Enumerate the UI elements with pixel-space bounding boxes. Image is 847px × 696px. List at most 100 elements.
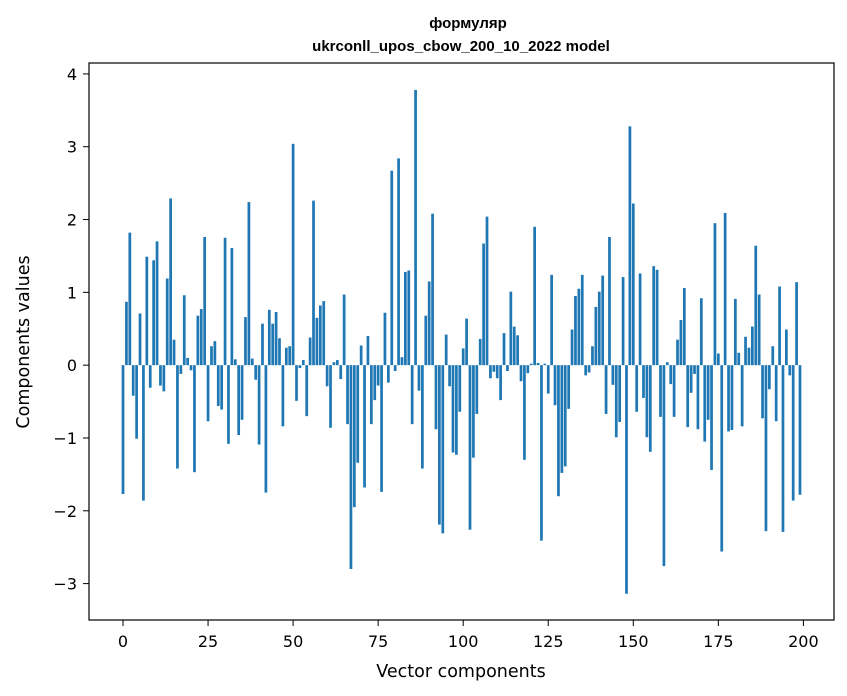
bar-183 bbox=[744, 336, 747, 366]
chart-title-line2: ukrconll_upos_cbow_200_10_2022 model bbox=[312, 38, 610, 55]
bar-191 bbox=[771, 346, 775, 366]
bar-190 bbox=[768, 365, 771, 390]
bar-171 bbox=[703, 365, 707, 442]
bar-115 bbox=[512, 326, 516, 366]
bar-15 bbox=[172, 339, 176, 366]
bar-129 bbox=[560, 365, 564, 473]
bar-33 bbox=[233, 359, 237, 366]
bar-69 bbox=[356, 365, 360, 463]
bar-31 bbox=[227, 365, 230, 444]
bar-156 bbox=[652, 266, 656, 366]
bar-108 bbox=[489, 365, 492, 379]
bar-11 bbox=[159, 365, 162, 386]
bar-98 bbox=[455, 365, 458, 455]
x-tick-label-1: 25 bbox=[198, 632, 218, 651]
chart-title-line1: формуляр bbox=[429, 15, 507, 32]
bar-44 bbox=[271, 323, 275, 366]
bar-97 bbox=[451, 365, 455, 453]
bar-70 bbox=[359, 345, 363, 366]
bar-113 bbox=[506, 365, 509, 371]
bar-174 bbox=[713, 223, 717, 366]
bar-117 bbox=[519, 365, 523, 382]
bar-111 bbox=[499, 365, 502, 401]
bar-72 bbox=[366, 336, 370, 366]
bar-52 bbox=[298, 365, 302, 369]
bar-164 bbox=[679, 320, 683, 366]
bar-28 bbox=[216, 365, 220, 406]
bar-172 bbox=[706, 365, 710, 420]
bar-71 bbox=[363, 365, 366, 488]
bar-198 bbox=[795, 282, 798, 366]
bar-30 bbox=[223, 237, 227, 366]
bar-90 bbox=[427, 281, 431, 366]
bar-196 bbox=[788, 365, 792, 376]
bar-0 bbox=[121, 365, 125, 495]
bar-195 bbox=[785, 329, 788, 366]
bar-152 bbox=[638, 273, 642, 366]
bar-37 bbox=[247, 202, 251, 366]
x-axis-ticks: 0 25 50 75 100 125 150 175 200 bbox=[118, 620, 819, 651]
bar-134 bbox=[577, 288, 581, 366]
bar-86 bbox=[414, 89, 417, 366]
bar-10 bbox=[155, 241, 159, 366]
bar-175 bbox=[716, 353, 720, 366]
bar-120 bbox=[529, 363, 533, 366]
bar-27 bbox=[213, 341, 217, 366]
bar-54 bbox=[305, 365, 309, 417]
bar-100 bbox=[461, 348, 465, 366]
bar-66 bbox=[346, 365, 349, 425]
bars-group bbox=[121, 89, 802, 594]
bar-76 bbox=[380, 365, 383, 492]
bar-168 bbox=[693, 365, 696, 374]
bar-125 bbox=[546, 365, 550, 394]
bar-142 bbox=[604, 365, 608, 414]
bar-138 bbox=[591, 346, 594, 366]
bar-42 bbox=[264, 365, 268, 493]
bar-126 bbox=[550, 274, 554, 366]
x-tick-label-2: 50 bbox=[283, 632, 303, 651]
bar-47 bbox=[281, 365, 285, 427]
bar-99 bbox=[458, 365, 462, 412]
bar-87 bbox=[417, 365, 421, 391]
bar-39 bbox=[254, 365, 258, 380]
bar-83 bbox=[404, 271, 407, 366]
bar-181 bbox=[737, 352, 741, 366]
y-tick-label-5: 2 bbox=[67, 211, 77, 230]
bar-22 bbox=[196, 315, 200, 366]
bar-154 bbox=[645, 365, 649, 438]
bar-6 bbox=[142, 365, 145, 501]
bar-114 bbox=[509, 291, 513, 366]
bar-61 bbox=[329, 365, 332, 428]
bar-145 bbox=[614, 365, 618, 438]
bar-184 bbox=[747, 347, 751, 366]
bar-130 bbox=[563, 365, 567, 467]
bar-140 bbox=[597, 291, 601, 366]
x-axis-label: Vector components bbox=[376, 662, 545, 682]
bar-159 bbox=[662, 365, 666, 567]
bar-3 bbox=[131, 365, 135, 396]
y-tick-label-4: 1 bbox=[67, 283, 77, 302]
bar-119 bbox=[526, 365, 530, 374]
bar-82 bbox=[400, 357, 404, 366]
bar-18 bbox=[182, 295, 186, 366]
bar-124 bbox=[543, 363, 547, 366]
bar-36 bbox=[244, 317, 247, 366]
bar-160 bbox=[665, 362, 669, 366]
bar-88 bbox=[421, 365, 424, 469]
y-axis-label: Components values bbox=[14, 255, 34, 428]
bar-8 bbox=[148, 365, 152, 388]
bar-9 bbox=[152, 260, 155, 366]
bar-94 bbox=[441, 365, 445, 534]
bar-135 bbox=[580, 274, 584, 366]
bar-85 bbox=[410, 365, 414, 425]
y-tick-label-0: −3 bbox=[53, 575, 77, 594]
x-tick-label-8: 200 bbox=[788, 632, 819, 651]
bar-167 bbox=[689, 365, 693, 393]
bar-92 bbox=[434, 365, 438, 430]
bar-34 bbox=[237, 365, 241, 436]
x-tick-label-5: 125 bbox=[533, 632, 564, 651]
bar-122 bbox=[536, 362, 540, 366]
bar-121 bbox=[533, 226, 536, 366]
bar-67 bbox=[349, 365, 353, 570]
y-tick-label-6: 3 bbox=[67, 138, 77, 157]
